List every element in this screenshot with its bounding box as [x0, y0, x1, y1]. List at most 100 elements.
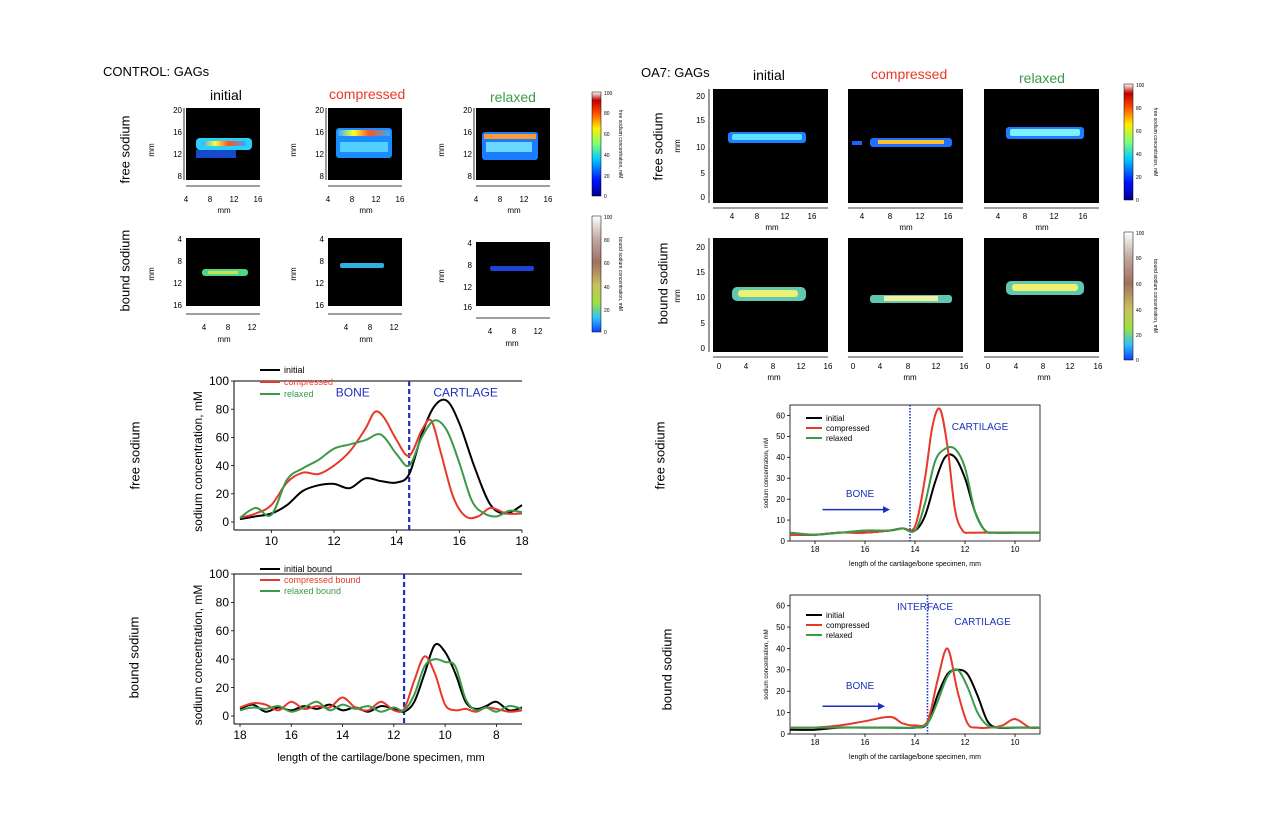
- series-line-initial: [789, 668, 1040, 731]
- oa7-chart-row-free: free sodium: [652, 421, 668, 490]
- svg-text:0: 0: [851, 362, 856, 371]
- svg-text:12: 12: [916, 212, 925, 221]
- y-tick-label: 50: [776, 432, 785, 441]
- oa7-free-colorbar: [1123, 83, 1134, 201]
- svg-text:0: 0: [604, 330, 607, 336]
- x-tick-label: 14: [336, 728, 350, 742]
- svg-text:12: 12: [781, 212, 790, 221]
- x-tick-label: 18: [515, 534, 529, 548]
- svg-text:mm: mm: [899, 223, 913, 232]
- y-tick-label: 10: [776, 516, 785, 525]
- svg-text:16: 16: [463, 303, 472, 312]
- legend-label: relaxed: [826, 631, 852, 640]
- svg-text:mm: mm: [1035, 223, 1049, 232]
- oa7-colorbars: 100 80 60 40 20 0 100 80 60 40 20 0 free sodiu…: [1123, 83, 1158, 364]
- y-axis-label: sodium concentration, mM: [191, 391, 205, 532]
- y-tick-label: 0: [222, 709, 229, 723]
- x-tick-label: 10: [1011, 738, 1020, 747]
- svg-text:100: 100: [604, 91, 613, 97]
- svg-text:0: 0: [1136, 358, 1139, 364]
- y-tick-label: 0: [781, 730, 786, 739]
- svg-text:5: 5: [701, 319, 706, 328]
- svg-text:8: 8: [906, 362, 911, 371]
- svg-text:12: 12: [315, 279, 324, 288]
- svg-text:mm: mm: [767, 373, 781, 382]
- svg-text:12: 12: [932, 362, 941, 371]
- y-tick-label: 40: [216, 459, 230, 473]
- legend-label: initial: [826, 611, 844, 620]
- svg-text:bound sodium concentration, m: bound sodium concentration, mM: [1152, 259, 1158, 333]
- legend-label: initial bound: [284, 564, 332, 574]
- oa7-free-initial-panel: [713, 89, 828, 203]
- x-tick-label: 8: [493, 728, 500, 742]
- svg-text:8: 8: [1023, 212, 1028, 221]
- svg-text:12: 12: [1066, 362, 1075, 371]
- y-tick-label: 60: [776, 411, 785, 420]
- svg-text:12: 12: [520, 195, 529, 204]
- series-line-relaxed: [239, 419, 523, 519]
- svg-text:16: 16: [808, 212, 817, 221]
- svg-text:16: 16: [1094, 362, 1103, 371]
- control-col-initial: initial: [210, 87, 242, 103]
- svg-text:80: 80: [1136, 256, 1142, 262]
- control-bound-relaxed-panel: [476, 242, 550, 306]
- y-tick-label: 10: [776, 708, 785, 717]
- svg-text:20: 20: [696, 243, 705, 252]
- svg-text:100: 100: [1136, 231, 1145, 237]
- svg-text:40: 40: [1136, 308, 1142, 314]
- svg-text:4: 4: [344, 323, 349, 332]
- svg-text:mm: mm: [903, 373, 917, 382]
- svg-text:4: 4: [468, 239, 473, 248]
- svg-text:0: 0: [1136, 198, 1139, 204]
- legend-label: initial: [284, 365, 305, 375]
- svg-text:mm: mm: [359, 335, 373, 344]
- series-line-initial-bound: [239, 642, 523, 713]
- control-free-axes: 20 16 12 8 20 16 12 8 20 16 12 8 4 8 12 16 4 8 12…: [147, 106, 553, 215]
- x-tick-label: 12: [327, 534, 341, 548]
- svg-text:mm: mm: [673, 289, 682, 303]
- oa7-col-initial: initial: [753, 67, 785, 83]
- svg-text:4: 4: [184, 195, 189, 204]
- annotation-bone: BONE: [336, 386, 370, 400]
- oa7-col-relaxed: relaxed: [1019, 70, 1065, 86]
- oa7-bound-initial-panel: [713, 238, 828, 352]
- x-tick-label: 16: [285, 728, 299, 742]
- svg-text:mm: mm: [147, 267, 156, 281]
- y-tick-label: 20: [776, 687, 785, 696]
- control-bound-axes: 4 8 12 16 4 8 12 16 4 8 12 16 4 8 12 4 8 12 4 8 12 m…: [147, 235, 550, 348]
- annotation-bone: BONE: [846, 681, 875, 692]
- chart-oa7-bound: 0 10 20 30 40 50 60 18 16 14 12 10 sodium concentrat…: [764, 594, 1041, 761]
- y-tick-label: 40: [776, 644, 785, 653]
- oa7-bound-compressed-panel: [848, 238, 963, 352]
- svg-text:mm: mm: [1037, 373, 1051, 382]
- svg-text:4: 4: [202, 323, 207, 332]
- legend-label: compressed: [826, 424, 870, 433]
- svg-text:12: 12: [173, 150, 182, 159]
- svg-text:8: 8: [755, 212, 760, 221]
- svg-text:80: 80: [1136, 106, 1142, 112]
- svg-text:40: 40: [604, 285, 610, 291]
- control-bound-compressed-panel: [328, 238, 402, 306]
- svg-text:20: 20: [604, 174, 610, 180]
- svg-text:4: 4: [996, 212, 1001, 221]
- y-tick-label: 20: [776, 495, 785, 504]
- svg-text:4: 4: [474, 195, 479, 204]
- svg-text:60: 60: [1136, 282, 1142, 288]
- svg-text:16: 16: [173, 128, 182, 137]
- svg-text:8: 8: [226, 323, 231, 332]
- svg-text:12: 12: [173, 279, 182, 288]
- control-free-compressed-panel: [328, 108, 402, 180]
- chart-oa7-free: 0 10 20 30 40 50 60 18 16 14 12 10 sodium concentrat…: [764, 404, 1041, 568]
- legend-label: compressed: [284, 377, 333, 387]
- series-line-compressed: [789, 647, 1041, 730]
- svg-text:16: 16: [824, 362, 833, 371]
- svg-text:12: 12: [463, 150, 472, 159]
- x-tick-label: 10: [265, 534, 279, 548]
- svg-text:mm: mm: [289, 267, 298, 281]
- x-axis-label: length of the cartilage/bone specimen, m…: [849, 754, 981, 761]
- control-col-compressed: compressed: [329, 86, 406, 102]
- svg-text:80: 80: [604, 111, 610, 117]
- svg-text:15: 15: [696, 116, 705, 125]
- oa7-bound-relaxed-panel: [984, 238, 1099, 352]
- svg-text:16: 16: [315, 301, 324, 310]
